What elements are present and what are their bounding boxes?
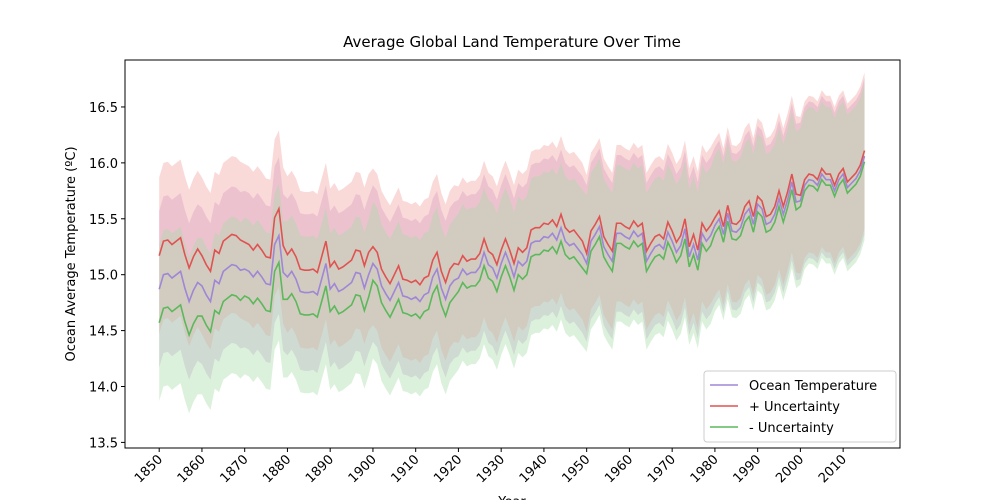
legend-box [703, 370, 897, 443]
y-tick-label: 14.5 [89, 325, 118, 340]
x-tick-label: 1990 [730, 452, 764, 486]
axes-frame [124, 59, 901, 449]
x-tick-label: 1850 [132, 452, 166, 486]
y-tick-label: 13.5 [89, 436, 118, 451]
y-tick-label: 15.0 [89, 269, 118, 284]
x-tick-label: 1860 [175, 452, 209, 486]
x-tick-label: 1910 [388, 452, 422, 486]
x-tick-label: 1940 [517, 452, 551, 486]
x-tick-label: 2000 [773, 452, 807, 486]
line [158, 161, 866, 338]
x-tick-label: 2010 [816, 452, 850, 486]
legend-label: Ocean Temperature [749, 379, 877, 394]
x-tick-label: 1970 [645, 452, 679, 486]
legend: Ocean Temperature + Uncertainty - Uncertai… [703, 370, 897, 443]
x-tick-label: 1890 [303, 452, 337, 486]
y-tick-label: 15.5 [89, 213, 118, 228]
x-tick-label: 1870 [218, 452, 252, 486]
x-tick-label: 1920 [431, 452, 465, 486]
x-tick-label: 1880 [260, 452, 294, 486]
line [158, 150, 866, 287]
y-tick-label: 14.0 [89, 381, 118, 396]
x-tick-label: 1950 [559, 452, 593, 486]
plot-area [158, 72, 866, 414]
x-axis-label: Year [497, 495, 526, 500]
y-axis-label: Ocean Average Temperature (ºC) [64, 146, 79, 361]
x-tick-label: 1930 [474, 452, 508, 486]
legend-label: + Uncertainty [749, 400, 840, 415]
line [158, 155, 866, 304]
chart-title: Average Global Land Temperature Over Tim… [343, 33, 681, 51]
x-tick-label: 1900 [346, 452, 380, 486]
uncertainty-band [159, 72, 865, 364]
uncertainty-band [159, 83, 865, 414]
x-tick-label: 1980 [688, 452, 722, 486]
uncertainty-band [159, 77, 865, 380]
x-tick-label: 1960 [602, 452, 636, 486]
y-tick-label: 16.0 [89, 157, 118, 172]
y-tick-label: 16.5 [89, 101, 118, 116]
legend-label: - Uncertainty [749, 421, 834, 436]
